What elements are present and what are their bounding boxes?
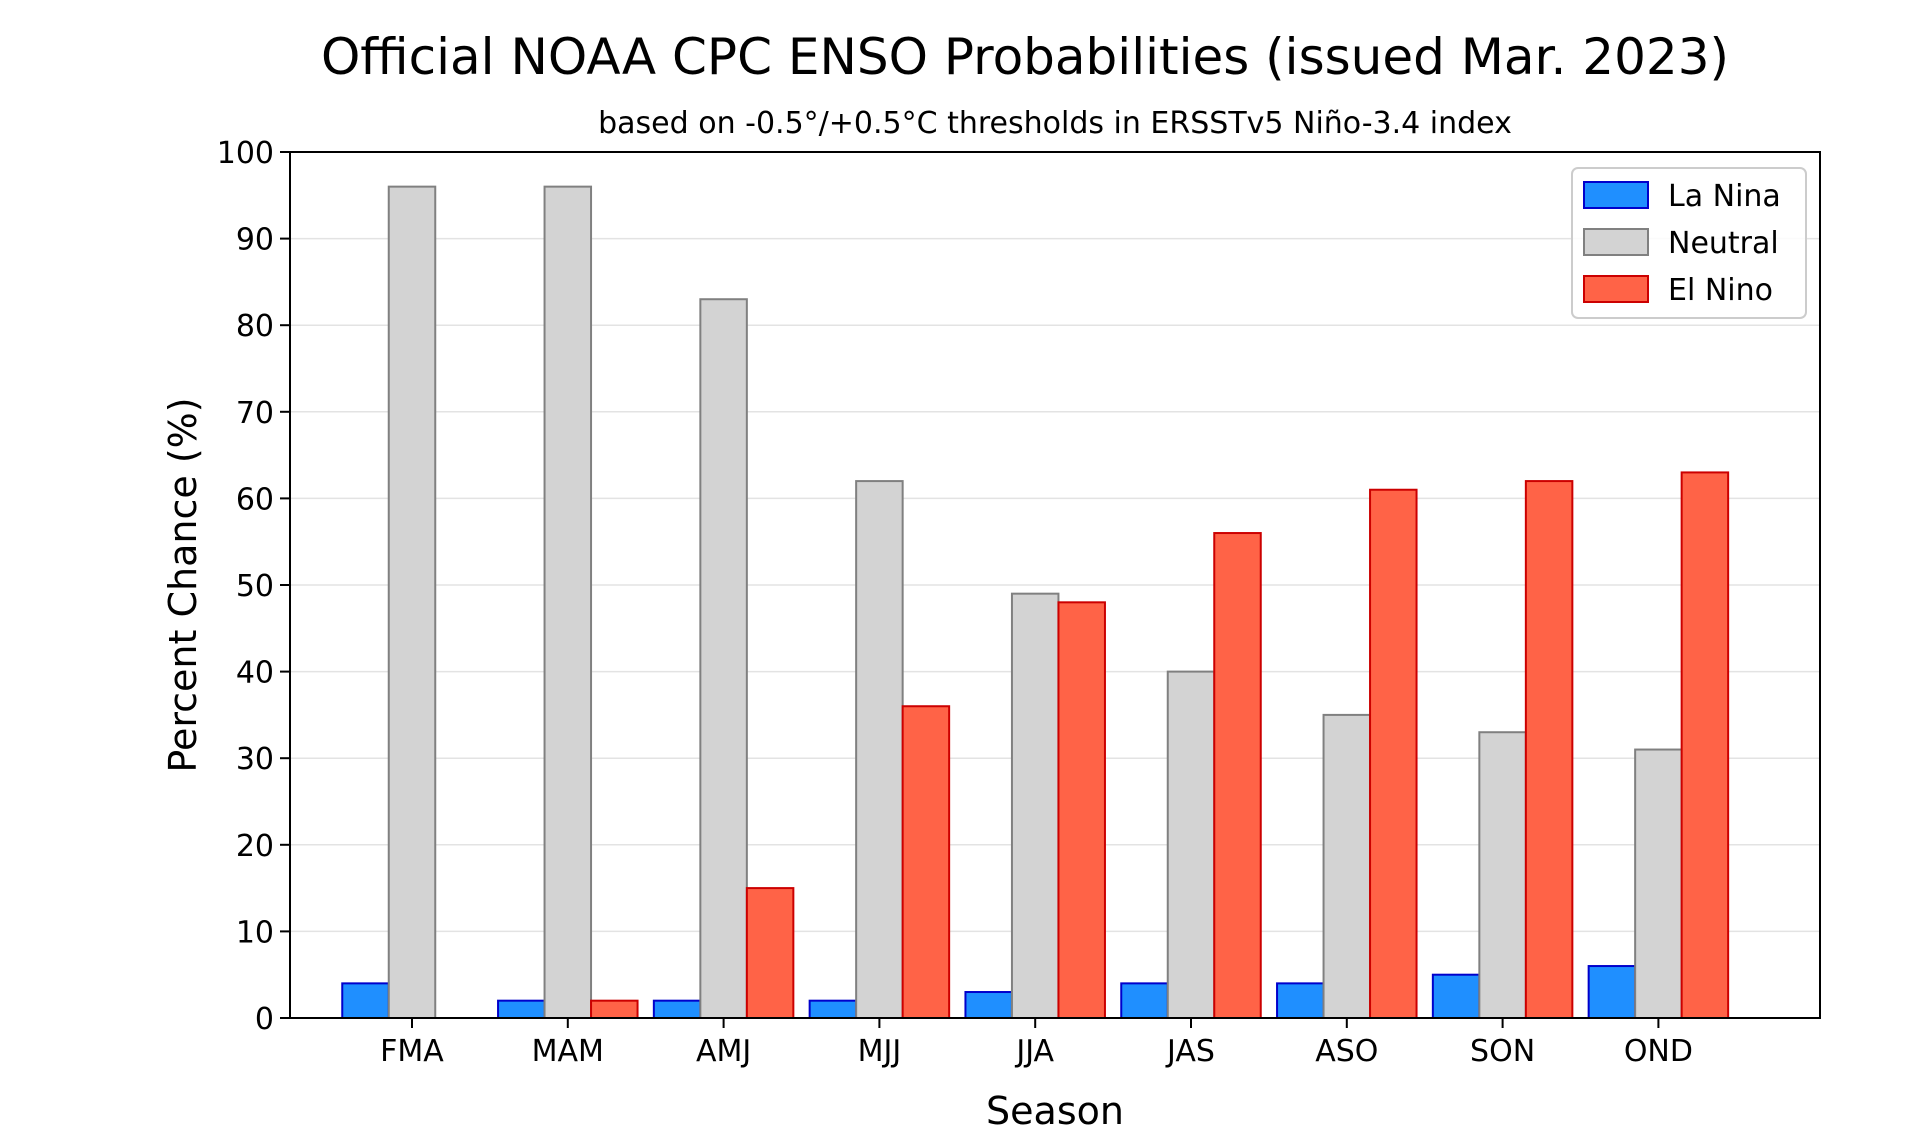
bar-la-nina [808,999,858,1019]
bar-el-nino [901,705,951,1019]
bar-el-nino [1369,488,1418,1019]
bar-la-nina [341,982,390,1019]
bar-neutral [1634,748,1683,1019]
bar-la-nina [1120,982,1169,1019]
y-tick-label: 0 [255,1002,274,1037]
y-tick-label: 90 [236,223,274,258]
bar-neutral [1322,713,1372,1020]
bar-la-nina [964,991,1013,1020]
bar-la-nina [652,999,702,1019]
x-tick-label: MAM [532,1034,604,1069]
legend-label: El Nino [1668,273,1773,308]
bar-neutral [387,185,437,1019]
legend-swatch [1583,228,1649,256]
bar-la-nina [1587,965,1637,1019]
bar-el-nino [1680,471,1730,1020]
y-tick-label: 30 [236,742,274,777]
y-axis-label: Percent Chance (%) [161,397,205,772]
x-tick-label: SON [1470,1034,1535,1069]
legend-swatch [1583,181,1649,209]
legend: La Nina Neutral El Nino [1571,167,1807,319]
y-tick-label: 50 [236,569,274,604]
x-tick-label: JJA [1014,1034,1054,1069]
x-tick-label: FMA [380,1034,444,1069]
x-axis-label: Season [986,1089,1124,1133]
bar-el-nino [745,887,795,1019]
bar-neutral [543,185,593,1019]
bar-el-nino [1524,480,1574,1019]
bar-el-nino [1213,532,1262,1019]
bar-el-nino [1057,601,1106,1019]
legend-swatch [1583,275,1649,303]
x-axis: FMA MAM AMJ MJJ JJA JAS ASO SON OND [380,1018,1693,1069]
bar-la-nina [1276,982,1325,1019]
bar-neutral [1478,731,1527,1019]
x-tick-label: AMJ [696,1034,751,1069]
legend-label: Neutral [1668,226,1779,261]
bar-la-nina [1431,973,1481,1020]
y-tick-label: 20 [236,829,274,864]
bar-neutral [699,298,748,1020]
y-tick-label: 60 [236,482,274,517]
y-tick-label: 70 [236,396,274,431]
x-tick-label: ASO [1315,1034,1378,1069]
chart-title: Official NOAA CPC ENSO Probabilities (is… [320,28,1730,86]
x-tick-label: MJJ [858,1034,902,1069]
bar-el-nino [590,999,639,1019]
y-axis: 0 10 20 30 40 50 60 70 80 90 100 [217,136,290,1037]
bars [341,185,1730,1020]
x-tick-label: JAS [1165,1034,1215,1069]
y-tick-label: 100 [217,136,274,171]
y-tick-label: 10 [236,915,274,950]
y-tick-label: 80 [236,309,274,344]
y-tick-label: 40 [236,656,274,691]
bar-neutral [1010,592,1060,1019]
bar-neutral [1166,670,1216,1019]
bar-neutral [855,480,904,1019]
x-tick-label: OND [1624,1034,1693,1069]
bar-la-nina [497,999,546,1019]
legend-label: La Nina [1668,179,1781,214]
chart-subtitle: based on -0.5°/+0.5°C thresholds in ERSS… [598,106,1512,141]
